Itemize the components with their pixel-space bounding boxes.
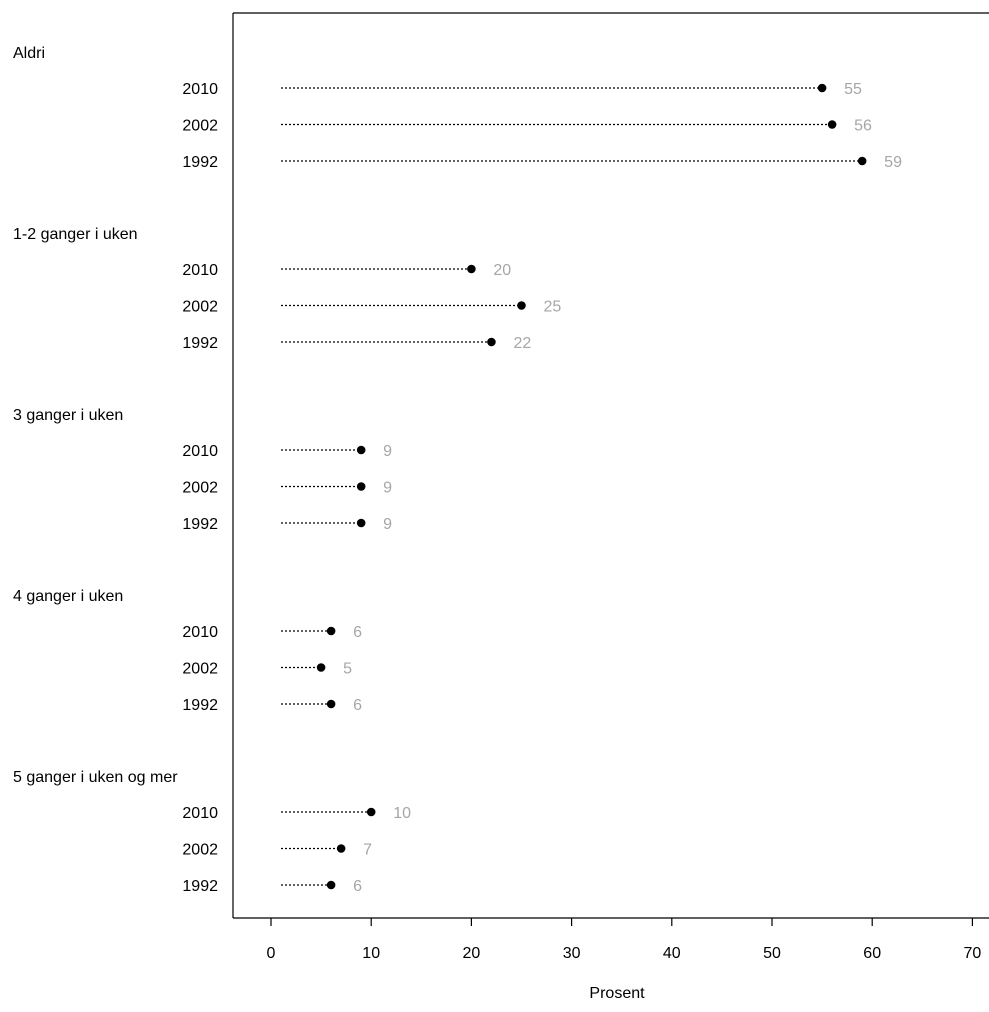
year-label: 1992: [182, 516, 218, 533]
year-label: 2010: [182, 262, 218, 279]
x-tick-label: 20: [463, 945, 481, 962]
data-point: [336, 844, 346, 853]
value-label: 22: [513, 335, 531, 352]
group-label: 1-2 ganger i uken: [13, 226, 138, 243]
x-tick-label: 0: [267, 945, 276, 962]
year-label: 2002: [182, 299, 218, 316]
value-label: 55: [844, 81, 862, 98]
x-tick-label: 50: [763, 945, 781, 962]
value-label: 6: [353, 878, 362, 895]
data-point: [316, 663, 326, 672]
group-label: 5 ganger i uken og mer: [13, 769, 178, 786]
data-point: [817, 83, 827, 93]
year-label: 1992: [182, 697, 218, 714]
data-point: [326, 880, 336, 890]
value-label: 59: [884, 154, 902, 171]
value-label: 9: [383, 516, 392, 533]
plot-frame: [232, 12, 989, 919]
value-label: 9: [383, 480, 392, 497]
dotted-leader-lines: [281, 87, 863, 886]
value-label: 6: [353, 624, 362, 641]
value-label: 20: [493, 262, 511, 279]
data-point: [827, 120, 837, 129]
data-point: [356, 482, 366, 491]
value-label: 6: [353, 697, 362, 714]
year-label: 2010: [182, 805, 218, 822]
data-point: [356, 445, 366, 455]
x-tick-label: 60: [863, 945, 881, 962]
year-label: 2010: [182, 443, 218, 460]
x-tick-label: 10: [362, 945, 380, 962]
data-point: [366, 807, 376, 817]
data-point: [467, 264, 476, 274]
value-label: 10: [393, 805, 411, 822]
data-point: [517, 301, 526, 310]
group-label: Aldri: [13, 45, 45, 62]
x-axis: 0 10 20 30 40 50 60 70: [267, 918, 982, 962]
year-label: 1992: [182, 878, 218, 895]
value-label: 25: [544, 299, 562, 316]
year-label: 2010: [182, 624, 218, 641]
year-label: 2010: [182, 81, 218, 98]
year-label: 2002: [182, 842, 218, 859]
x-tick-label: 30: [563, 945, 581, 962]
year-label: 2002: [182, 661, 218, 678]
group-label: 4 ganger i uken: [13, 588, 123, 605]
data-point: [356, 518, 366, 528]
year-label: 2002: [182, 118, 218, 135]
year-label: 2002: [182, 480, 218, 497]
data-point: [857, 156, 867, 166]
value-label: 56: [854, 118, 872, 135]
group-label: 3 ganger i uken: [13, 407, 123, 424]
x-tick-label: 40: [663, 945, 681, 962]
x-tick-label: 70: [964, 945, 982, 962]
x-axis-title: Prosent: [589, 985, 645, 1002]
value-label: 5: [343, 661, 352, 678]
value-label: 9: [383, 443, 392, 460]
data-points: [316, 83, 867, 890]
category-labels: Aldri 2010 2002 1992 1-2 ganger i uken 2010 20…: [13, 45, 218, 895]
year-label: 1992: [182, 154, 218, 171]
value-label: 7: [363, 842, 372, 859]
year-label: 1992: [182, 335, 218, 352]
data-point: [326, 699, 336, 709]
data-point: [326, 626, 336, 636]
data-point: [487, 337, 496, 347]
